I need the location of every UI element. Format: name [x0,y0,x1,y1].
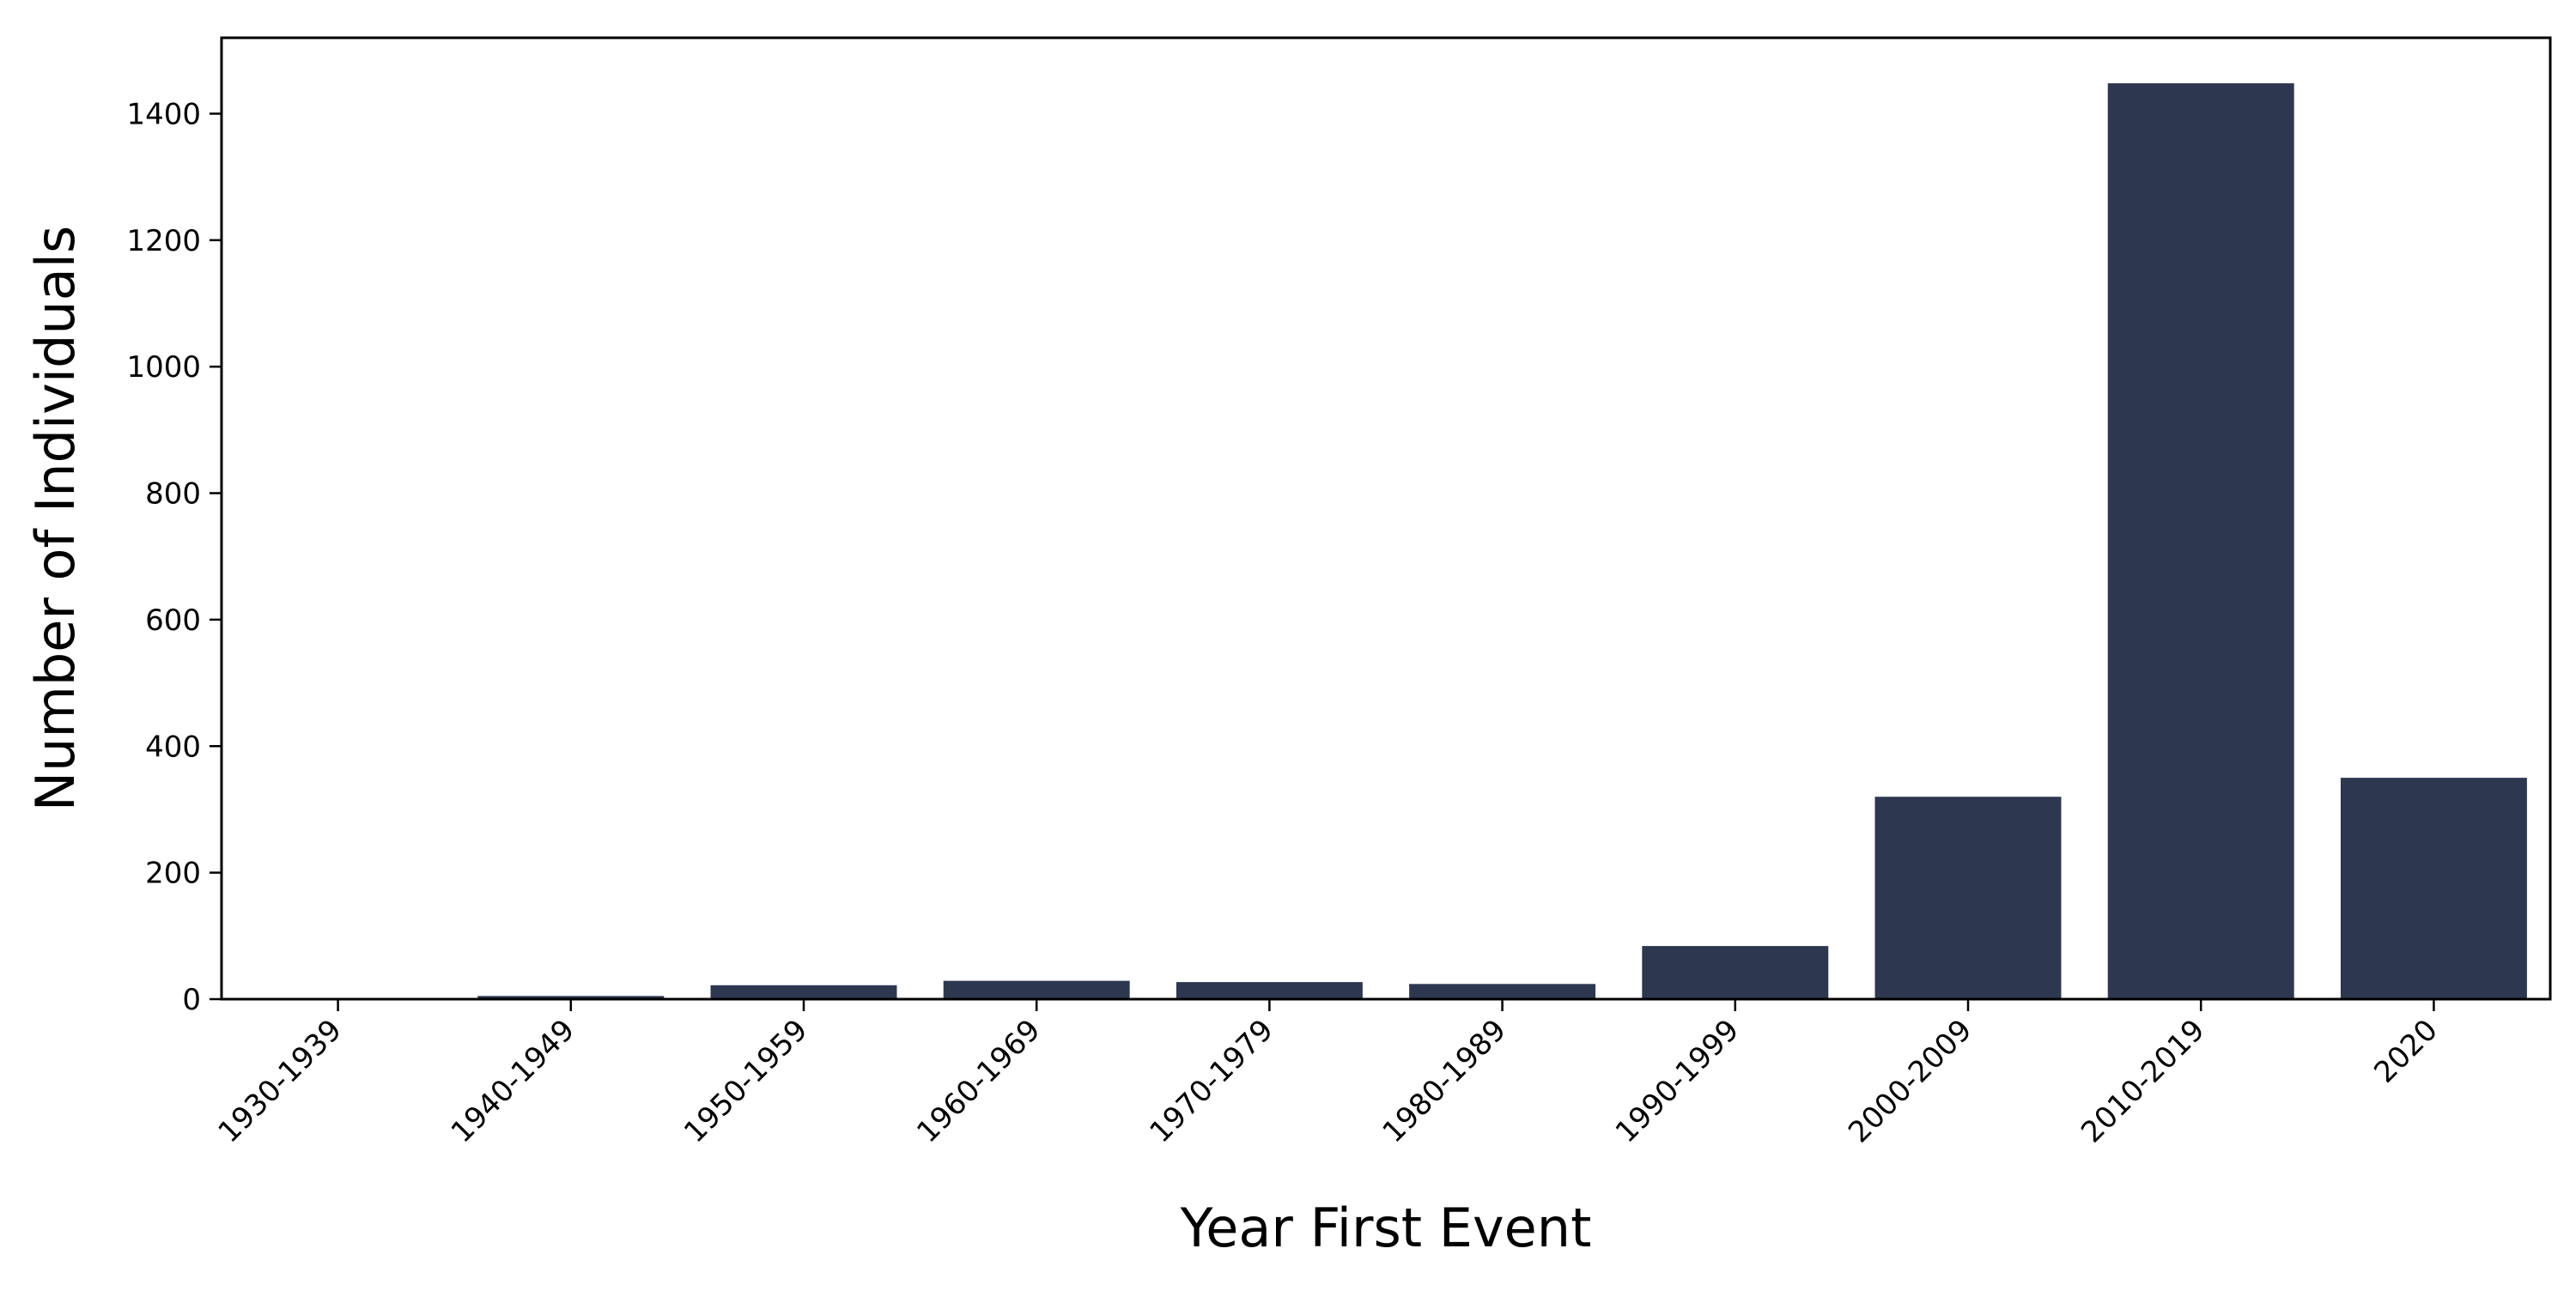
x-tick-label: 1930-1939 [212,1013,349,1149]
y-tick-label: 1400 [126,97,201,131]
y-tick-label: 1000 [126,350,201,385]
y-tick-label: 400 [145,730,201,764]
x-tick-label: 1940-1949 [445,1013,581,1149]
x-tick-label: 1970-1979 [1143,1013,1279,1149]
x-tick-label: 1960-1969 [910,1013,1047,1149]
x-axis-ticks: 1930-1939 1940-1949 1950-1959 1960-1969 1970… [212,999,2445,1149]
y-axis-title: Number of Individuals [24,226,87,811]
x-tick-label: 1950-1959 [677,1013,814,1149]
y-tick-label: 1200 [126,224,201,258]
y-tick-label: 0 [182,983,201,1017]
bar-1970-1979 [1176,982,1363,999]
bar-1960-1969 [943,980,1130,999]
x-axis-title: Year First Event [1180,1197,1592,1259]
bars-layer [245,83,2527,1000]
y-tick-label: 800 [145,477,201,512]
bar-1990-1999 [1642,946,1829,999]
plot-frame [220,36,2552,1001]
x-tick-label: 2000-2009 [1842,1013,1978,1149]
bar-2000-2009 [1874,797,2062,999]
y-tick-label: 600 [145,603,201,638]
bar-1950-1959 [710,985,897,999]
x-tick-label: 2020 [2367,1013,2444,1089]
bar-2010-2019 [2107,83,2294,1000]
y-tick-label: 200 [145,857,201,891]
y-axis-ticks: 0 200 400 600 800 1000 1200 1400 [126,97,222,1017]
bar-1980-1989 [1409,984,1596,999]
bar-2020 [2340,778,2527,999]
x-tick-label: 2010-2019 [2075,1013,2211,1149]
bar-1940-1949 [477,996,665,999]
x-tick-label: 1980-1989 [1376,1013,1513,1149]
x-tick-label: 1990-1999 [1609,1013,1746,1149]
